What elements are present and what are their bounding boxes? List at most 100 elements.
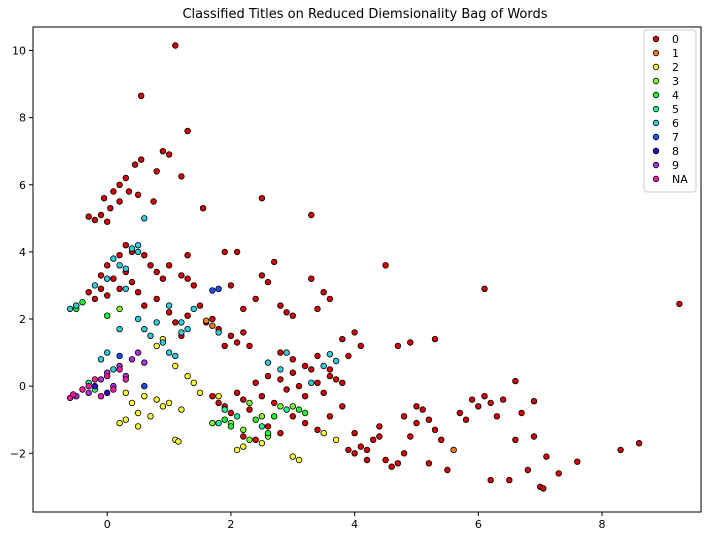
point-2-23 xyxy=(134,423,142,430)
point-0-81 xyxy=(314,352,321,360)
point-0-156 xyxy=(543,453,550,460)
x-tick-label-8: 8 xyxy=(599,518,606,531)
point-NA-7 xyxy=(122,376,129,383)
legend-label-2: 2 xyxy=(672,61,679,74)
point-0-32 xyxy=(178,272,185,279)
point-0-94 xyxy=(215,399,222,407)
legend-label-3: 3 xyxy=(672,75,679,88)
point-6-5 xyxy=(134,241,142,249)
point-0-19 xyxy=(134,191,142,198)
point-6-32 xyxy=(332,357,340,365)
point-0-131 xyxy=(394,460,402,467)
point-0-1 xyxy=(137,92,145,99)
point-6-0 xyxy=(110,255,117,262)
point-4-4 xyxy=(271,413,278,420)
point-2-4 xyxy=(147,413,154,420)
point-0-167 xyxy=(376,423,383,430)
point-0-135 xyxy=(419,406,426,413)
point-6-20 xyxy=(165,302,173,309)
point-0-60 xyxy=(240,305,247,313)
point-0-145 xyxy=(481,393,488,400)
point-0-72 xyxy=(227,282,235,289)
point-0-161 xyxy=(530,398,538,405)
point-0-23 xyxy=(258,194,266,202)
point-0-7 xyxy=(131,161,139,168)
point-0-155 xyxy=(540,485,547,492)
point-2-9 xyxy=(178,406,185,413)
point-0-105 xyxy=(283,386,290,393)
point-0-129 xyxy=(382,456,389,464)
point-6-28 xyxy=(215,329,222,336)
point-0-43 xyxy=(128,278,136,286)
point-0-122 xyxy=(326,413,334,420)
point-2-2 xyxy=(134,409,142,417)
point-5-0 xyxy=(215,419,222,427)
point-0-98 xyxy=(240,396,247,403)
point-0-75 xyxy=(314,305,321,313)
point-0-146 xyxy=(487,399,494,407)
point-6-12 xyxy=(147,332,154,339)
point-0-6 xyxy=(178,173,185,180)
point-6-33 xyxy=(283,349,290,356)
point-9-1 xyxy=(85,389,92,396)
legend-marker-2 xyxy=(652,63,660,71)
point-0-115 xyxy=(240,433,247,440)
point-0-99 xyxy=(246,406,253,413)
point-0-153 xyxy=(530,433,538,440)
point-0-39 xyxy=(91,295,99,303)
point-0-71 xyxy=(221,248,228,256)
series-0 xyxy=(85,42,683,492)
point-NA-9 xyxy=(97,393,105,400)
point-2-20 xyxy=(332,436,340,443)
point-0-126 xyxy=(363,446,371,454)
point-9-7 xyxy=(141,359,148,366)
point-0-162 xyxy=(512,377,519,385)
point-0-64 xyxy=(277,302,284,309)
point-0-55 xyxy=(221,342,228,350)
point-0-73 xyxy=(233,248,241,256)
point-0-20 xyxy=(153,168,160,175)
point-0-28 xyxy=(147,262,154,269)
point-0-169 xyxy=(351,429,358,437)
series-3 xyxy=(73,302,296,443)
point-6-13 xyxy=(153,319,160,326)
point-0-96 xyxy=(227,409,235,417)
point-6-3 xyxy=(141,215,148,222)
point-7-0 xyxy=(215,285,222,292)
point-0-34 xyxy=(103,262,111,269)
point-0-164 xyxy=(413,403,420,410)
point-0-51 xyxy=(196,302,204,309)
point-0-38 xyxy=(85,289,92,296)
point-0-66 xyxy=(308,275,315,282)
point-2-11 xyxy=(190,379,197,386)
point-2-6 xyxy=(159,403,167,410)
point-0-132 xyxy=(400,450,408,457)
legend-marker-NA xyxy=(652,175,660,183)
point-4-6 xyxy=(301,409,309,417)
point-4-0 xyxy=(221,416,228,423)
point-4-5 xyxy=(295,406,303,413)
point-6-27 xyxy=(73,302,80,309)
point-0-102 xyxy=(264,372,272,380)
legend-label-8: 8 xyxy=(672,145,679,158)
point-0-110 xyxy=(314,379,321,386)
point-0-31 xyxy=(165,262,173,269)
point-3-6 xyxy=(246,399,253,407)
point-0-61 xyxy=(252,295,259,303)
point-0-97 xyxy=(233,389,241,396)
point-3-7 xyxy=(277,403,284,410)
point-NA-8 xyxy=(110,386,117,393)
point-0-100 xyxy=(252,379,259,386)
series-1 xyxy=(202,317,457,454)
point-0-70 xyxy=(184,275,191,282)
point-0-143 xyxy=(468,396,476,403)
point-0-118 xyxy=(277,429,284,437)
point-0-63 xyxy=(271,258,278,266)
point-0-68 xyxy=(308,211,315,219)
point-0-14 xyxy=(97,211,105,219)
point-6-2 xyxy=(134,248,142,256)
legend-marker-3 xyxy=(652,77,660,85)
point-0-0 xyxy=(172,42,179,49)
point-0-56 xyxy=(227,332,235,339)
point-0-107 xyxy=(295,382,303,390)
